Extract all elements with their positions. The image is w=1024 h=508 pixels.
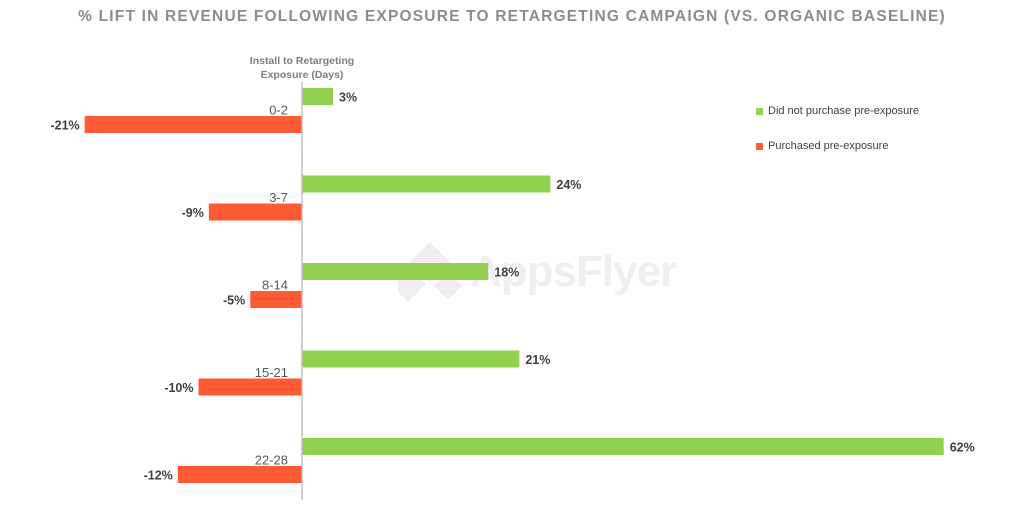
category-label: 22-28 [255,453,288,468]
category-label: 3-7 [269,190,288,205]
legend-swatch-red [756,142,763,150]
data-label: 18% [494,266,519,280]
y-axis-title: Install to Retargeting Exposure (Days) [249,55,355,81]
legend-item-purchased: Purchased pre-exposure [756,139,919,153]
bar-purchased-0-2 [84,116,303,133]
data-label: 62% [950,441,975,455]
bar-purchased-3-7 [208,203,302,221]
bar-did-not-purchase-15-21 [302,350,520,368]
legend: Did not purchase pre-exposure Purchased … [756,104,919,174]
legend-label: Purchased pre-exposure [768,140,889,152]
watermark-text: AppsFlyer [470,247,677,296]
data-label: -10% [164,381,193,395]
data-label: -12% [144,469,173,483]
legend-swatch-green [756,107,763,115]
bar-purchased-22-28 [177,466,302,483]
category-label: 8-14 [262,278,288,293]
bar-purchased-8-14 [250,291,302,308]
category-label: 15-21 [255,365,288,380]
bar-did-not-purchase-22-28 [302,438,944,455]
bar-purchased-15-21 [198,378,302,396]
data-label: -21% [50,119,79,133]
legend-item-did-not-purchase: Did not purchase pre-exposure [756,104,919,118]
data-label: -5% [223,294,245,308]
bar-did-not-purchase-3-7 [302,175,551,193]
data-label: 21% [525,353,550,367]
data-label: 3% [339,91,357,105]
bar-did-not-purchase-0-2 [302,88,334,105]
legend-label: Did not purchase pre-exposure [768,105,920,117]
category-label: 0-2 [269,103,288,118]
data-label: -9% [182,206,204,220]
bar-did-not-purchase-8-14 [302,263,489,280]
data-label: 24% [556,178,581,192]
chart-title: % LIFT IN REVENUE FOLLOWING EXPOSURE TO … [78,8,946,25]
